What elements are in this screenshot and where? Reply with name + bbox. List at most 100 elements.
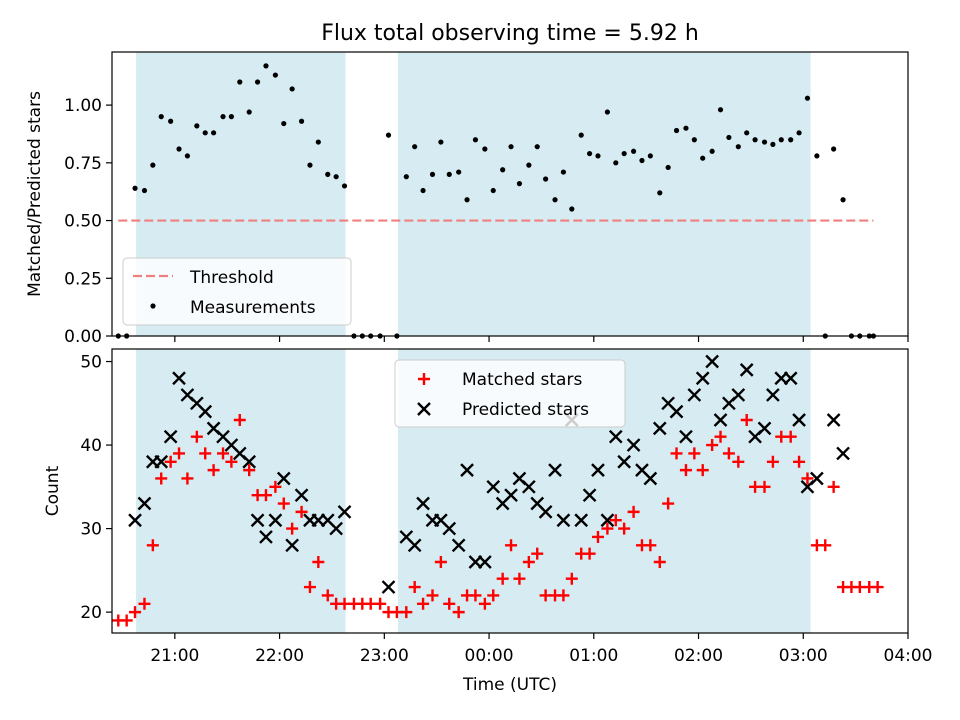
predicted-star-point <box>198 404 213 419</box>
matched-star-point <box>138 597 151 610</box>
measurement-point <box>595 153 601 159</box>
measurement-point <box>788 137 794 143</box>
predicted-star-point <box>574 513 589 528</box>
measurement-point <box>804 95 811 101</box>
measurement-point <box>150 162 156 168</box>
measurement-point <box>289 86 295 92</box>
matched-star-point <box>819 539 832 552</box>
measurement-point <box>141 187 148 194</box>
y-tick-label: 50 <box>80 353 102 373</box>
bottom-y-axis-label: Count <box>43 465 63 516</box>
matched-star-point <box>871 581 884 594</box>
matched-star-point <box>243 464 256 477</box>
matched-star-point <box>146 539 159 552</box>
predicted-star-point <box>442 521 457 536</box>
top-y-axis-ticks: 0.00 0.25 0.50 0.75 1.00 <box>64 96 112 347</box>
matched-star-point <box>408 581 421 594</box>
measurement-point <box>552 197 558 203</box>
matched-star-point <box>740 414 753 426</box>
y-tick-label: 1.00 <box>64 96 102 116</box>
predicted-star-point <box>687 388 702 402</box>
measurement-point <box>700 155 706 161</box>
measurement-point <box>683 125 689 131</box>
matched-star-point <box>487 589 500 602</box>
predicted-star-point <box>652 421 667 436</box>
matched-star-point <box>714 430 727 443</box>
matched-star-point <box>452 606 465 619</box>
predicted-star-point <box>416 496 430 511</box>
measurements-points <box>115 63 877 339</box>
measurement-point <box>210 130 217 136</box>
measurement-point <box>543 176 549 182</box>
predicted-star-point <box>407 538 422 553</box>
measurement-point <box>717 107 724 113</box>
measurement-point <box>272 72 278 78</box>
measurement-point <box>202 130 208 136</box>
predicted-star-point <box>381 580 396 594</box>
matched-star-point <box>513 572 526 585</box>
observing-interval <box>397 52 811 336</box>
matched-star-point <box>644 539 657 552</box>
matched-star-point <box>522 556 535 568</box>
measurement-point <box>613 160 619 166</box>
matched-star-point <box>295 505 308 518</box>
count-panel: 20 30 40 50 21:00 22:00 23:00 00:00 01:00 02:00 0… <box>43 348 933 695</box>
matched-star-point <box>732 455 745 468</box>
predicted-star-point <box>669 404 684 419</box>
top-shaded-intervals <box>136 52 811 336</box>
y-tick-label: 0.75 <box>64 154 102 174</box>
predicted-star-point <box>329 521 343 536</box>
predicted-star-point <box>591 463 605 477</box>
measurement-point <box>456 169 462 175</box>
measurement-point <box>333 174 339 180</box>
measurement-point <box>315 139 321 145</box>
x-tick-label: 03:00 <box>779 646 828 666</box>
matched-star-point <box>784 430 797 443</box>
measurement-point <box>438 139 444 145</box>
matched-star-point <box>653 556 666 568</box>
predicted-star-point <box>608 429 623 444</box>
matched-star-point <box>565 572 578 585</box>
predicted-star-point <box>731 388 746 402</box>
measurement-point <box>770 141 776 147</box>
matched-star-point <box>120 614 133 627</box>
matched-star-point <box>312 556 325 568</box>
matched-star-point <box>766 455 779 468</box>
matched-star-point <box>793 455 806 468</box>
y-tick-label: 0.50 <box>64 212 102 232</box>
predicted-star-point <box>294 488 309 503</box>
x-tick-label: 04:00 <box>884 646 933 666</box>
predicted-star-point <box>259 530 273 544</box>
matched-star-point <box>233 414 246 426</box>
matched-star-point <box>173 447 186 460</box>
predicted-star-point <box>486 479 501 494</box>
measurement-point <box>630 148 637 154</box>
matched-star-point <box>217 447 230 460</box>
matched-star-point <box>662 497 675 510</box>
predicted-star-point <box>739 363 754 377</box>
measurement-point <box>761 139 768 145</box>
measurement-point <box>420 187 426 194</box>
measurement-point <box>673 127 680 134</box>
measurement-point <box>298 118 305 124</box>
matched-star-point <box>557 589 570 602</box>
measurement-point <box>403 174 409 180</box>
measurement-point <box>412 144 418 150</box>
predicted-star-point <box>810 471 824 486</box>
measurement-point <box>526 162 532 168</box>
measurement-point <box>168 118 174 124</box>
y-tick-label: 0.00 <box>64 327 102 347</box>
matched-star-point <box>181 472 194 485</box>
top-legend-box <box>122 257 352 326</box>
measurement-point <box>735 144 741 150</box>
x-tick-label: 01:00 <box>569 646 618 666</box>
y-tick-label: 40 <box>80 436 102 456</box>
matched-star-point <box>443 597 456 610</box>
predicted-star-point <box>836 446 850 461</box>
measurement-point <box>752 137 758 143</box>
measurement-point <box>429 171 436 177</box>
predicted-star-point <box>285 538 299 553</box>
measurement-point <box>228 114 234 120</box>
legend-measurements-label: Measurements <box>190 298 316 318</box>
predicted-star-point <box>268 513 283 528</box>
